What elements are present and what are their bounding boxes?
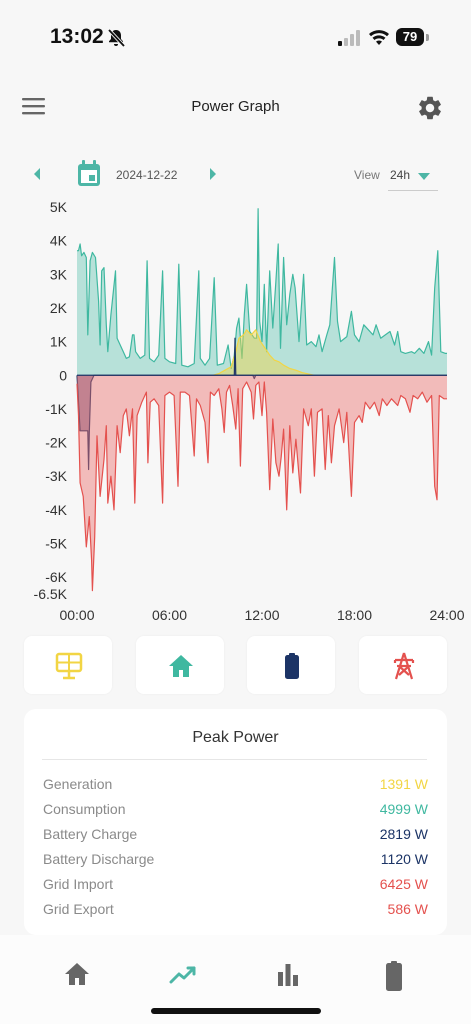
y-tick-label: -6.5K — [34, 586, 68, 602]
previous-day-arrow-icon[interactable] — [32, 167, 42, 181]
peak-unit: W — [414, 776, 428, 792]
selected-date[interactable]: 2024-12-22 — [116, 168, 178, 182]
y-tick-label: 2K — [50, 300, 68, 316]
peak-row-consumption: Consumption 4999 W — [43, 801, 428, 821]
y-tick-label: -1K — [45, 401, 67, 417]
peak-power-card: Peak Power Generation 1391 W Consumption… — [24, 709, 447, 935]
y-tick-label: 4K — [50, 233, 68, 249]
tab-home-icon[interactable] — [63, 960, 91, 988]
y-tick-label: -5K — [45, 536, 67, 552]
y-tick-label: 1K — [50, 334, 68, 350]
y-tick-label: 0 — [59, 367, 67, 383]
y-tick-label: -6K — [45, 569, 67, 585]
peak-label: Battery Discharge — [43, 851, 155, 867]
peak-unit: W — [414, 826, 428, 842]
grid-button[interactable] — [359, 636, 447, 694]
peak-value: 6425 — [379, 876, 411, 892]
tab-trend-line-icon[interactable] — [169, 960, 197, 988]
cellular-signal-icon — [338, 30, 360, 46]
peak-unit: W — [414, 851, 428, 867]
peak-row-generation: Generation 1391 W — [43, 776, 428, 796]
battery-level: 79 — [396, 28, 424, 46]
x-tick-label: 24:00 — [429, 607, 464, 623]
x-tick-label: 12:00 — [244, 607, 279, 623]
peak-row-battery-charge: Battery Charge 2819 W — [43, 826, 428, 846]
view-dropdown[interactable]: 24h — [388, 162, 438, 191]
divider — [42, 759, 427, 760]
y-tick-label: -2K — [45, 435, 67, 451]
peak-row-battery-discharge: Battery Discharge 1120 W — [43, 851, 428, 871]
peak-label: Grid Import — [43, 876, 114, 892]
grid-area-line — [76, 381, 447, 592]
view-dropdown-value: 24h — [390, 168, 411, 182]
x-tick-label: 00:00 — [59, 607, 94, 623]
peak-label: Consumption — [43, 801, 126, 817]
peak-label: Grid Export — [43, 901, 114, 917]
chevron-down-icon — [418, 173, 430, 180]
generation-area-fill — [212, 329, 315, 376]
y-tick-label: -4K — [45, 502, 67, 518]
peak-label: Battery Charge — [43, 826, 138, 842]
home-indicator — [151, 1008, 321, 1014]
peak-value: 586 — [387, 901, 411, 917]
tab-battery-icon[interactable] — [380, 960, 408, 992]
peak-row-grid-export: Grid Export 586 W — [43, 901, 428, 921]
next-day-arrow-icon[interactable] — [208, 167, 218, 181]
status-bar: 13:02 79 — [0, 0, 471, 76]
wifi-icon — [369, 30, 389, 45]
battery-icon — [285, 653, 299, 679]
peak-value: 2819 — [379, 826, 411, 842]
mode-buttons — [0, 636, 471, 696]
y-tick-label: -3K — [45, 468, 67, 484]
x-tick-label: 06:00 — [152, 607, 187, 623]
peak-value: 1391 — [379, 776, 411, 792]
power-pylon-icon — [393, 652, 415, 680]
gear-icon[interactable] — [416, 94, 444, 122]
peak-value: 1120 — [380, 851, 411, 867]
peak-label: Generation — [43, 776, 113, 792]
consumption-button[interactable] — [136, 636, 224, 694]
power-chart: 5K 4K 3K 2K 1K 0 -1K -2K -3K -4K -5K -6K-6.5K 00:00 0… — [34, 199, 465, 623]
y-tick-label: 5K — [50, 199, 68, 215]
peak-unit: W — [414, 801, 428, 817]
tab-bar-chart-icon[interactable] — [274, 960, 302, 988]
generation-button[interactable] — [24, 636, 112, 694]
generation-area-line — [212, 329, 315, 376]
solar-panel-icon — [55, 652, 83, 680]
peak-row-grid-import: Grid Import 6425 W — [43, 876, 428, 896]
menu-icon[interactable] — [22, 96, 46, 116]
view-label: View — [354, 168, 380, 182]
peak-unit: W — [414, 876, 428, 892]
peak-power-title: Peak Power — [192, 729, 279, 746]
bell-off-icon — [107, 28, 126, 48]
y-tick-label: 3K — [50, 266, 68, 282]
calendar-icon[interactable] — [76, 160, 102, 188]
grid-area-fill — [77, 375, 447, 591]
home-icon — [169, 655, 193, 677]
battery-button[interactable] — [247, 636, 335, 694]
status-time: 13:02 — [50, 25, 104, 48]
peak-unit: W — [414, 901, 428, 917]
app-bar: Power Graph — [0, 88, 471, 128]
peak-value: 4999 — [379, 801, 411, 817]
date-navigation: 2024-12-22 View 24h — [0, 158, 471, 194]
x-tick-label: 18:00 — [337, 607, 372, 623]
page-title: Power Graph — [191, 98, 280, 115]
